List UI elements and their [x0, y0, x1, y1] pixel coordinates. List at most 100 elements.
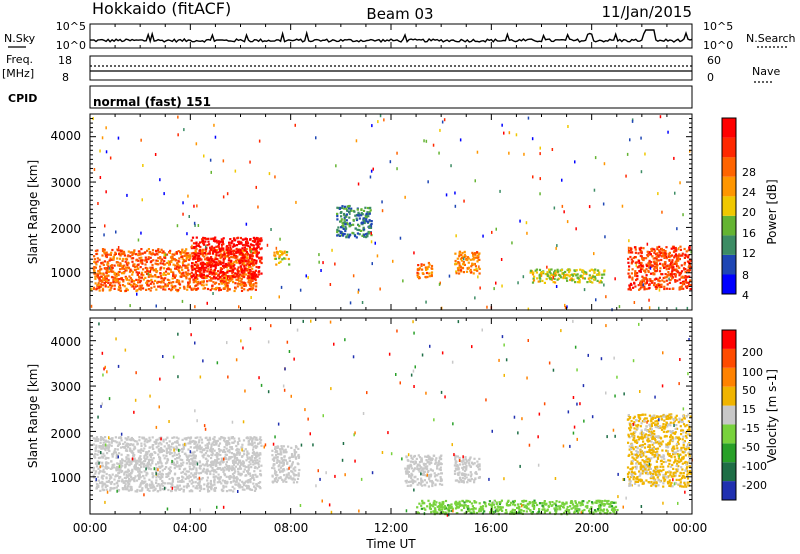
heatmap-cell [111, 276, 114, 279]
heatmap-cell [198, 489, 202, 492]
heatmap-cell [117, 249, 120, 252]
heatmap-cell [440, 472, 443, 475]
heatmap-cell [249, 257, 252, 260]
heatmap-cell [229, 481, 233, 484]
heatmap-cell [454, 467, 457, 470]
heatmap-cell [194, 454, 197, 457]
heatmap-cell [128, 275, 131, 278]
heatmap-cell [354, 235, 357, 238]
heatmap-cell [661, 273, 664, 276]
heatmap-cell [256, 461, 259, 464]
heatmap-cell [418, 481, 421, 485]
heatmap-cell [94, 261, 97, 264]
heatmap-cell [95, 461, 98, 465]
heatmap-cell [283, 479, 286, 482]
heatmap-cell [553, 206, 556, 210]
heatmap-cell [205, 462, 208, 466]
heatmap-cell [379, 287, 381, 291]
heatmap-cell [279, 466, 283, 469]
heatmap-cell [123, 254, 126, 257]
heatmap-cell [427, 261, 430, 265]
heatmap-cell [228, 279, 231, 283]
heatmap-cell [205, 276, 208, 279]
heatmap-cell [171, 255, 174, 259]
heatmap-cell [162, 454, 165, 457]
heatmap-cell [93, 266, 96, 269]
heatmap-cell [222, 486, 225, 489]
heatmap-cell [347, 205, 350, 208]
heatmap-cell [248, 262, 251, 265]
heatmap-cell [250, 273, 253, 276]
heatmap-cell [636, 278, 639, 281]
heatmap-cell [151, 486, 154, 489]
heatmap-cell [425, 139, 428, 143]
heatmap-cell [566, 274, 569, 277]
heatmap-cell [109, 257, 112, 260]
heatmap-cell [222, 436, 225, 439]
heatmap-cell [376, 254, 379, 258]
heatmap-cell [220, 247, 223, 250]
heatmap-cell [230, 489, 233, 492]
heatmap-cell [219, 257, 222, 260]
heatmap-cell [639, 250, 643, 253]
heatmap-cell [465, 476, 468, 479]
heatmap-cell [175, 259, 178, 262]
heatmap-cell [594, 501, 597, 504]
heatmap-cell [203, 275, 206, 278]
heatmap-cell [246, 252, 250, 255]
heatmap-cell [106, 440, 109, 443]
heatmap-cell [282, 451, 285, 454]
heatmap-cell [238, 258, 242, 261]
heatmap-cell [627, 249, 631, 252]
heatmap-cell [137, 449, 140, 452]
heatmap-cell [292, 455, 295, 458]
heatmap-cell [126, 481, 129, 484]
heatmap-cell [488, 500, 491, 503]
heatmap-cell [196, 258, 199, 261]
heatmap-cell [646, 279, 649, 282]
heatmap-cell [254, 250, 257, 253]
heatmap-cell [167, 260, 170, 264]
heatmap-cell [583, 271, 586, 274]
heatmap-cell [429, 468, 432, 471]
heatmap-cell [258, 270, 261, 273]
heatmap-cell [125, 458, 128, 461]
heatmap-cell [392, 259, 394, 263]
heatmap-cell [243, 243, 246, 246]
heatmap-cell [455, 460, 458, 463]
heatmap-cell [354, 227, 357, 230]
heatmap-cell [456, 465, 459, 468]
heatmap-cell [667, 271, 670, 274]
heatmap-cell [107, 447, 110, 450]
heatmap-cell [336, 228, 339, 231]
heatmap-cell [379, 114, 382, 118]
heatmap-cell [180, 487, 183, 490]
heatmap-cell [160, 482, 163, 486]
heatmap-cell [541, 279, 544, 282]
heatmap-cell [101, 272, 104, 275]
heatmap-cell [335, 164, 337, 168]
heatmap-cell [156, 484, 159, 487]
heatmap-cell [343, 217, 346, 220]
heatmap-cell [241, 253, 244, 256]
heatmap-cell [497, 510, 500, 513]
heatmap-cell [126, 449, 129, 452]
heatmap-cell [110, 266, 113, 269]
heatmap-cell [168, 477, 171, 481]
heatmap-cell [259, 453, 262, 456]
heatmap-cell [683, 268, 686, 271]
heatmap-cell [463, 199, 465, 203]
heatmap-cell [105, 466, 108, 469]
heatmap-cell [343, 218, 346, 221]
heatmap-cell [126, 445, 129, 448]
heatmap-cell [156, 270, 159, 273]
heatmap-cell [212, 476, 215, 479]
heatmap-cell [144, 458, 147, 461]
heatmap-cell [627, 257, 630, 260]
heatmap-cell [196, 283, 199, 286]
heatmap-cell [247, 479, 250, 482]
heatmap-cell [660, 273, 663, 276]
heatmap-cell [256, 275, 259, 278]
heatmap-cell [416, 483, 419, 486]
heatmap-cell [220, 268, 224, 271]
